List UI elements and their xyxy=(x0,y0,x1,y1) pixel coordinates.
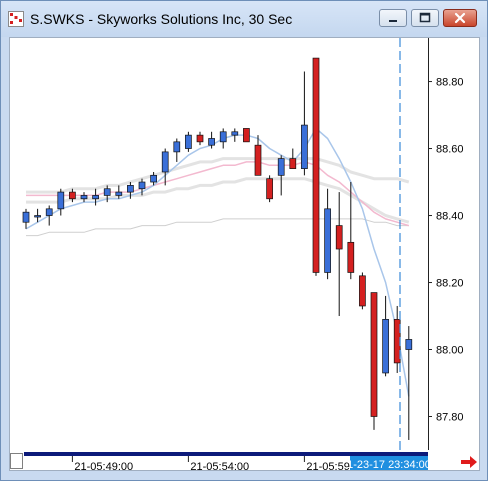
plot-background xyxy=(10,38,428,450)
candle-body xyxy=(138,181,146,190)
candle-body xyxy=(127,185,134,193)
x-tick-label: 21-05:54:00 xyxy=(190,461,249,470)
time-scrollbar-track xyxy=(24,452,428,456)
candle-body xyxy=(393,319,401,364)
y-tick-label: 88.80 xyxy=(436,77,464,89)
close-icon xyxy=(454,12,466,24)
candle-body xyxy=(22,211,30,223)
scroll-corner-box[interactable] xyxy=(10,453,23,469)
candle-body xyxy=(69,191,76,200)
candle-body xyxy=(185,134,192,149)
maximize-icon xyxy=(419,12,431,23)
cursor-date-label: 1-23-17 23:34:00 xyxy=(347,459,431,470)
candle-body xyxy=(370,292,378,417)
moving-average-line xyxy=(26,177,410,224)
candle-body xyxy=(312,57,320,273)
candle-body xyxy=(80,195,88,200)
y-tick-label: 88.00 xyxy=(436,345,464,357)
candle-body xyxy=(243,128,250,143)
candle-body xyxy=(57,191,65,210)
y-tick-label: 88.20 xyxy=(436,278,464,290)
candle-body xyxy=(359,275,366,307)
candle-body xyxy=(173,141,181,153)
candle-body xyxy=(208,138,215,146)
candle-body xyxy=(34,215,41,218)
candle-body xyxy=(92,195,99,200)
candle-body xyxy=(103,188,111,196)
candle-body xyxy=(347,241,355,273)
candle-body xyxy=(301,124,308,169)
minimize-button[interactable] xyxy=(379,9,407,27)
candle-body xyxy=(266,178,273,200)
app-icon xyxy=(8,11,24,27)
candle-body xyxy=(45,208,53,216)
candle-body xyxy=(219,131,227,143)
candle-body xyxy=(231,131,239,136)
y-tick-label: 88.40 xyxy=(436,211,464,223)
candle-body xyxy=(324,208,331,273)
candle-body xyxy=(150,174,157,183)
cursor-date-box xyxy=(350,456,428,472)
x-tick-label: 21-05:49:00 xyxy=(74,461,133,470)
chart-area[interactable]: 87.80 88.00 88.20 88.40 88.60 88.80 21-05:49:0… xyxy=(9,37,480,473)
candle-body xyxy=(196,134,204,143)
candle-body xyxy=(277,158,285,176)
candle-body xyxy=(254,144,262,176)
y-tick-label: 88.60 xyxy=(436,144,464,156)
scroll-right-arrow-icon[interactable] xyxy=(459,454,479,470)
window-title: S.SWKS - Skyworks Solutions Inc, 30 Sec xyxy=(30,11,293,27)
y-tick-label: 87.80 xyxy=(436,412,464,424)
maximize-button[interactable] xyxy=(411,9,439,27)
moving-average-line xyxy=(25,127,410,397)
candle-body xyxy=(115,191,123,196)
close-button[interactable] xyxy=(443,9,477,27)
candle-body xyxy=(405,339,413,350)
candle-body xyxy=(289,158,297,169)
title-bar[interactable]: S.SWKS - Skyworks Solutions Inc, 30 Sec xyxy=(1,1,487,37)
candle-body xyxy=(161,151,169,173)
candle-body xyxy=(335,225,343,250)
candle-body xyxy=(382,319,389,374)
candlestick-chart[interactable]: 87.80 88.00 88.20 88.40 88.60 88.80 21-05:49:0… xyxy=(10,38,479,473)
moving-average-line xyxy=(26,218,409,237)
minimize-icon xyxy=(389,20,397,22)
moving-average-line xyxy=(26,161,410,227)
